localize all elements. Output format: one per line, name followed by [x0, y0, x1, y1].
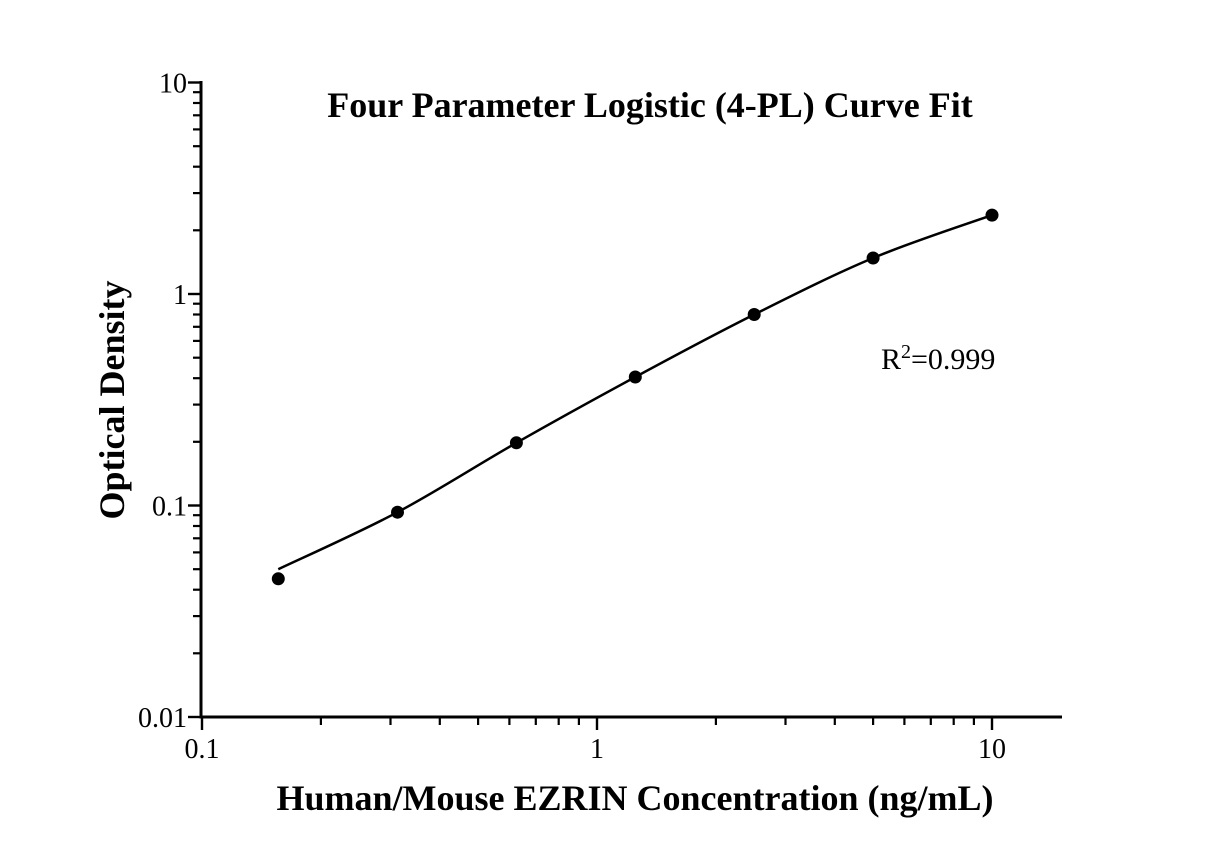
- y-axis-title: Optical Density: [92, 280, 132, 520]
- data-point: [509, 436, 523, 450]
- svg-text:1: 1: [590, 734, 604, 765]
- chart-title: Four Parameter Logistic (4-PL) Curve Fit: [327, 85, 973, 125]
- svg-text:0.1: 0.1: [185, 734, 220, 765]
- r-squared-superscript: 2: [901, 341, 912, 363]
- data-point: [391, 505, 404, 519]
- data-point: [985, 208, 999, 222]
- data-point: [747, 308, 761, 321]
- svg-text:0.01: 0.01: [138, 703, 187, 734]
- r-squared-annotation: R2=0.999: [881, 341, 996, 378]
- x-axis-title: Human/Mouse EZRIN Concentration (ng/mL): [276, 778, 994, 818]
- svg-text:0.1: 0.1: [152, 492, 187, 523]
- svg-text:1: 1: [173, 280, 187, 311]
- svg-text:10: 10: [159, 69, 187, 100]
- data-point: [628, 370, 642, 384]
- r-squared-base: R: [881, 343, 902, 376]
- data-point: [866, 251, 880, 265]
- r-squared-value: =0.999: [911, 343, 996, 376]
- svg-text:10: 10: [978, 734, 1006, 765]
- data-point: [271, 572, 285, 586]
